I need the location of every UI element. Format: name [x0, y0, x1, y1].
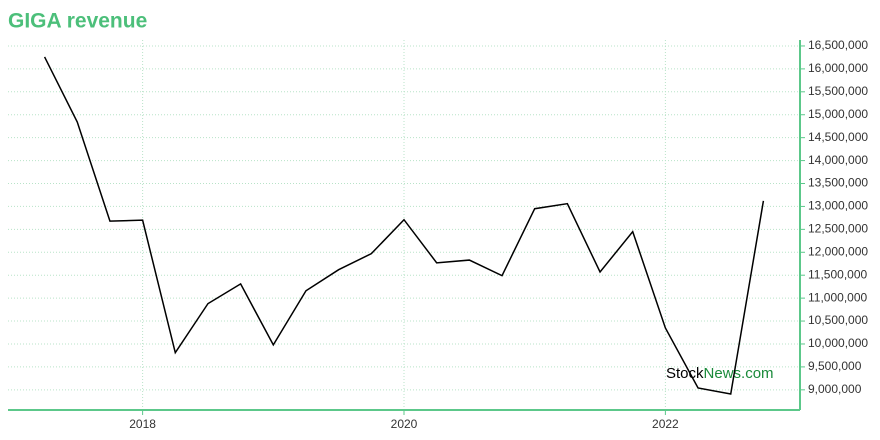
y-tick-label: 11,000,000 — [808, 290, 867, 304]
line — [43, 56, 765, 395]
y-tick-label: 15,500,000 — [808, 84, 868, 98]
y-tick-label: 11,500,000 — [808, 267, 867, 281]
chart-title: GIGA revenue — [8, 10, 147, 33]
y-tick-label: 13,500,000 — [808, 176, 868, 190]
x-tick-label: 2018 — [129, 417, 156, 431]
watermark-part: News.com — [704, 365, 774, 382]
y-tick-label: 12,500,000 — [808, 222, 868, 236]
watermark-part: Stock — [666, 365, 704, 382]
y-tick-label: 9,500,000 — [808, 359, 862, 373]
y-tick-label: 16,000,000 — [808, 61, 868, 75]
watermark: StockNews.com — [666, 365, 774, 382]
y-tick-label: 14,500,000 — [808, 130, 868, 144]
y-tick-label: 10,500,000 — [808, 313, 868, 327]
y-tick-label: 14,000,000 — [808, 153, 868, 167]
y-tick-label: 13,000,000 — [808, 199, 868, 213]
x-tick-label: 2020 — [391, 417, 418, 431]
y-tick-label: 12,000,000 — [808, 244, 868, 258]
y-tick-label: 15,000,000 — [808, 107, 868, 121]
y-tick-label: 16,500,000 — [808, 38, 868, 52]
y-tick-label: 9,000,000 — [808, 382, 862, 396]
y-tick-label: 10,000,000 — [808, 336, 868, 350]
x-tick-label: 2022 — [652, 417, 679, 431]
